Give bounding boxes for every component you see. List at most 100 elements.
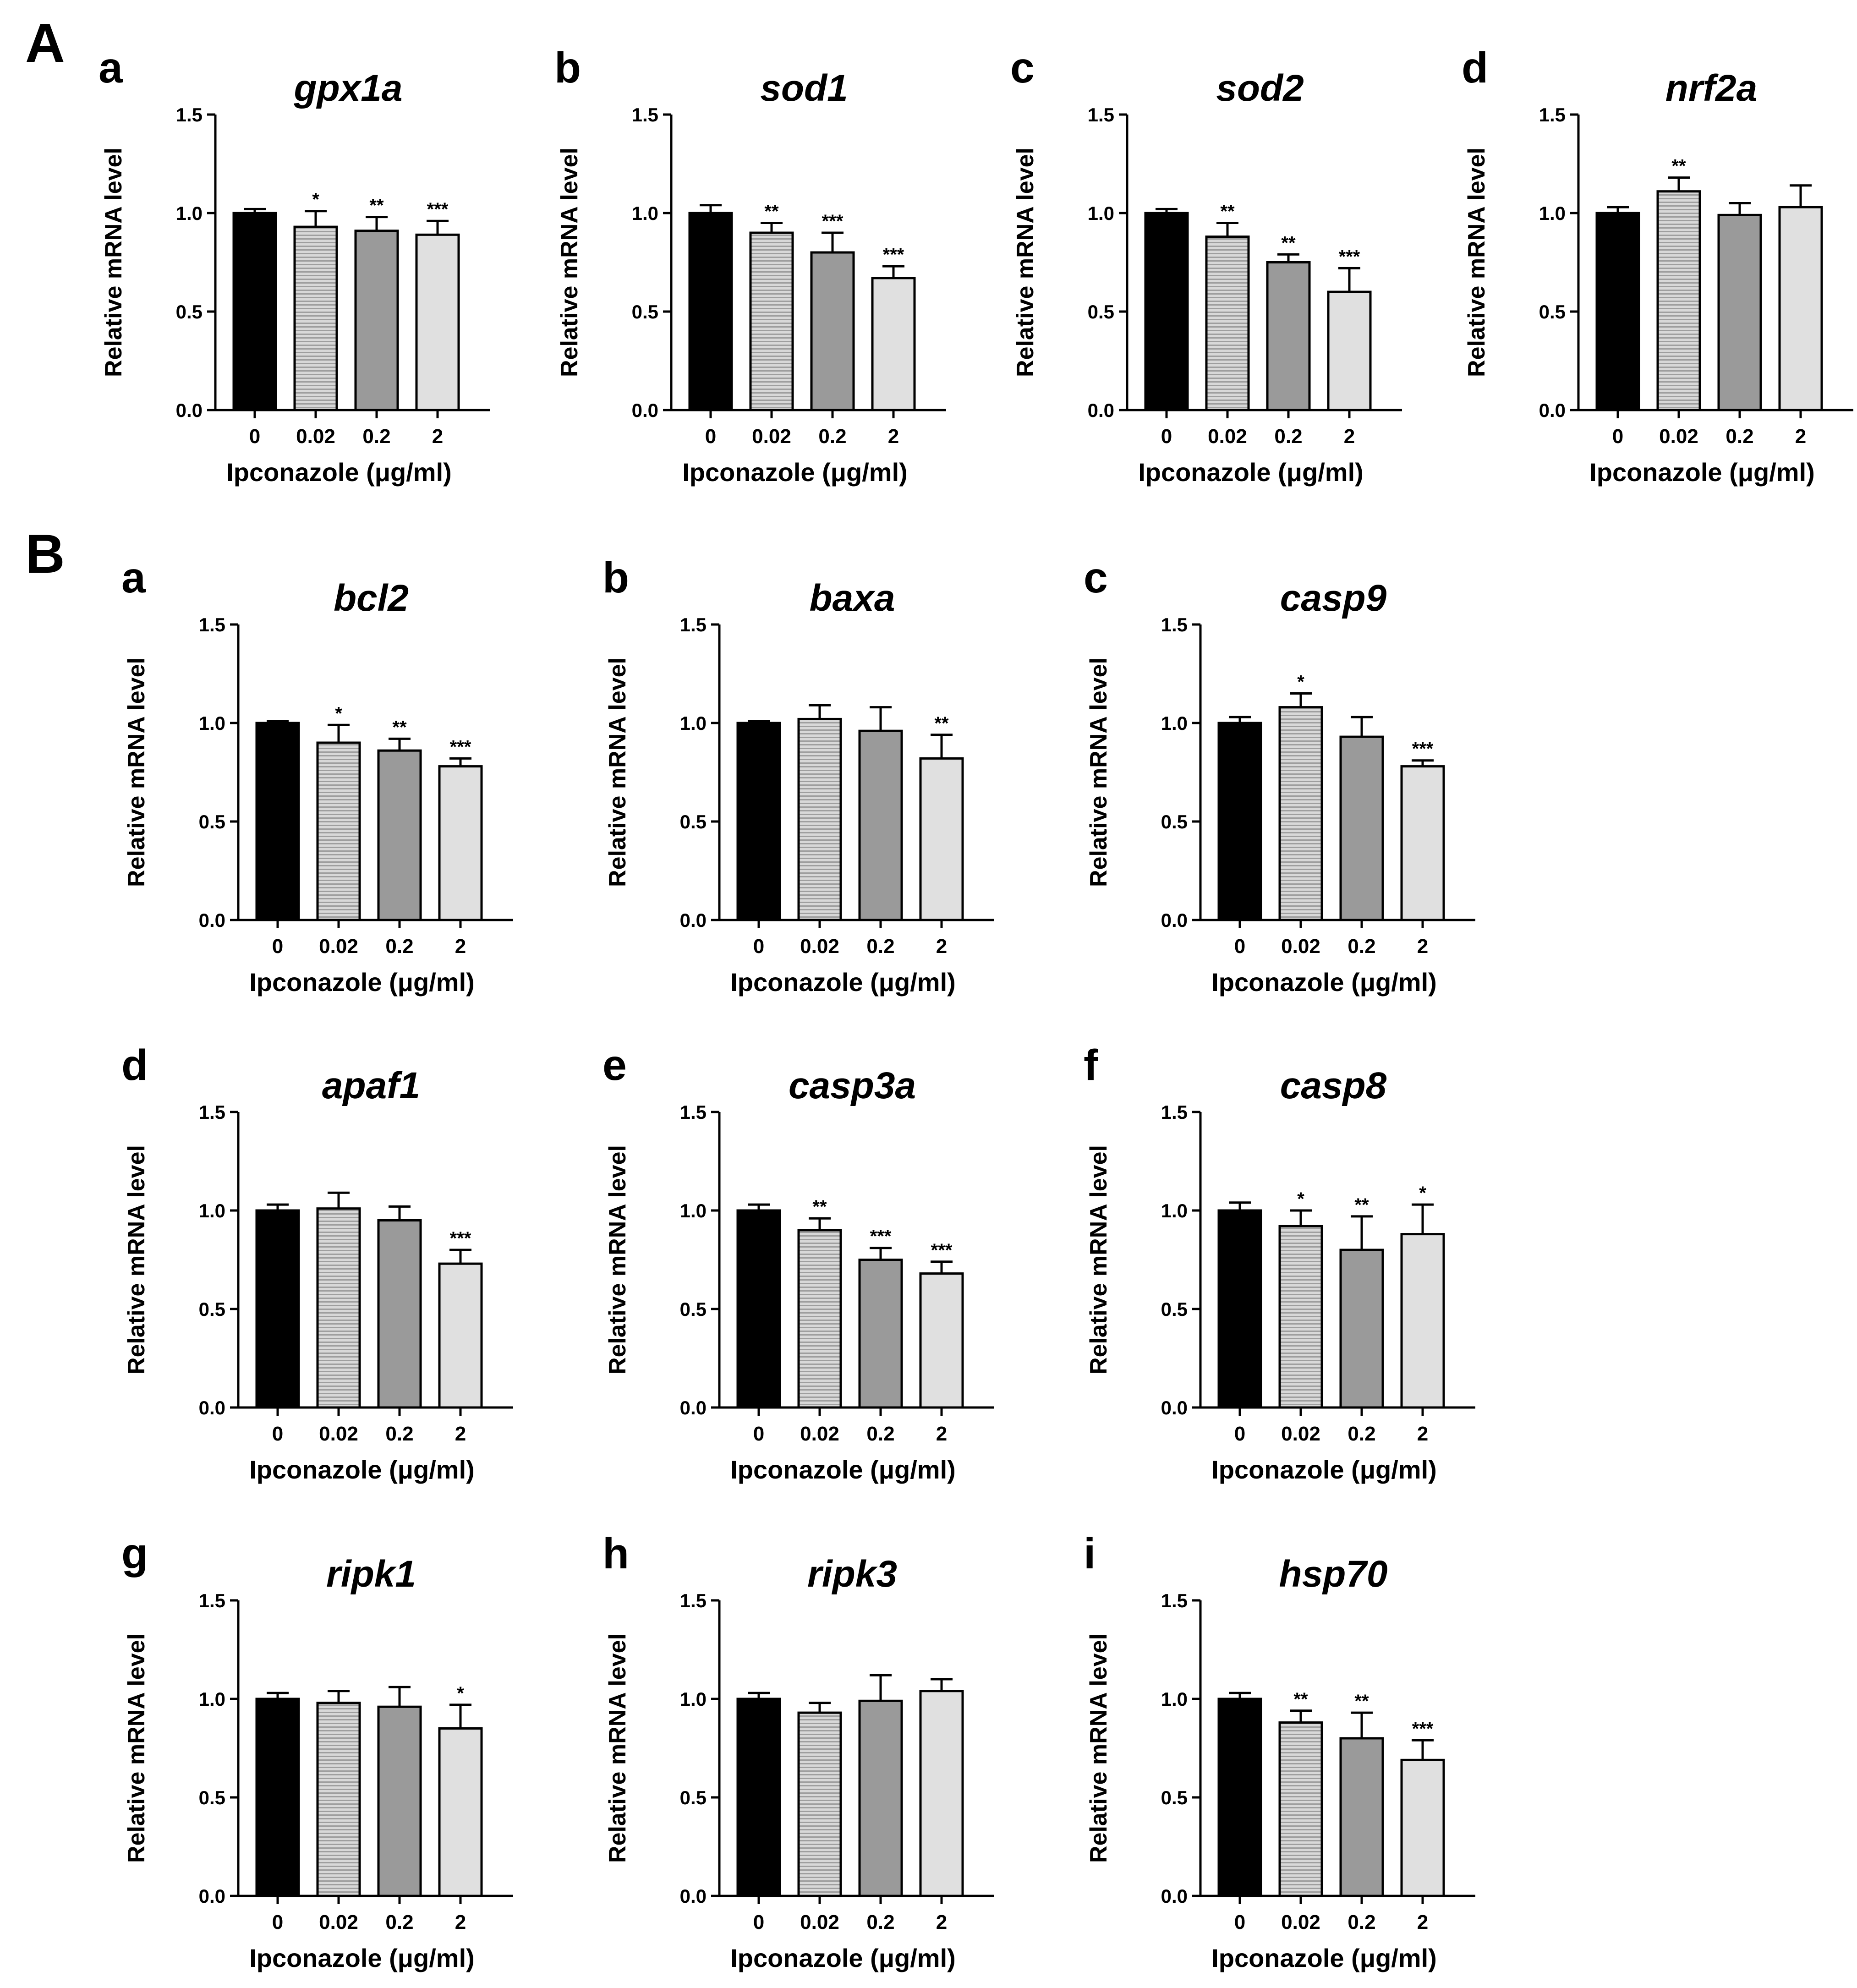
significance-label: *** [931, 1240, 953, 1260]
y-tick-label: 1.0 [1161, 712, 1188, 734]
x-tick-label: 0.2 [866, 935, 894, 958]
significance-label: *** [822, 211, 844, 231]
bar [1400, 1758, 1445, 1897]
bar [255, 1698, 300, 1897]
x-tick-label: 0 [1161, 425, 1172, 448]
x-tick-label: 0.2 [866, 1911, 894, 1933]
bar [415, 233, 460, 411]
y-tick-label: 0.0 [176, 400, 203, 421]
chart-sod1: b sod1 Relative mRNA level 0.0 0.5 1.0 1.5 0 ** 0… [554, 44, 946, 487]
significance-label: *** [870, 1227, 892, 1247]
x-axis-label: Ipconazole (μg/ml) [730, 1455, 956, 1484]
significance-label: ** [934, 713, 949, 734]
y-tick-label: 1.0 [199, 1688, 225, 1710]
x-axis-label: Ipconazole (μg/ml) [730, 968, 956, 997]
bar [1217, 722, 1262, 921]
bar [1327, 290, 1372, 411]
bar [255, 722, 300, 921]
significance-label: ** [1354, 1691, 1369, 1711]
significance-label: *** [450, 1228, 471, 1249]
y-tick-label: 0.0 [680, 1885, 707, 1907]
panel-letter: c [1010, 44, 1035, 92]
y-tick-label: 1.5 [199, 1101, 225, 1123]
y-tick-label: 0.0 [632, 400, 658, 421]
y-axis-label: Relative mRNA level [1012, 148, 1039, 377]
x-axis-label: Ipconazole (μg/ml) [249, 1455, 475, 1484]
significance-label: ** [392, 717, 407, 737]
significance-label: *** [1412, 739, 1434, 759]
bar [797, 1229, 842, 1409]
bar [1217, 1209, 1262, 1409]
bar [1278, 1225, 1323, 1409]
chart-title: casp9 [1280, 577, 1387, 619]
chart-title: sod2 [1216, 67, 1304, 109]
x-tick-label: 0.02 [800, 1423, 839, 1445]
bar [316, 1207, 361, 1409]
x-tick-label: 2 [1417, 1911, 1428, 1933]
bar [919, 1690, 964, 1897]
y-tick-label: 1.0 [199, 712, 225, 734]
chart-title: bcl2 [334, 577, 409, 619]
x-tick-label: 0 [272, 1911, 283, 1933]
x-tick-label: 2 [455, 935, 466, 958]
x-tick-label: 0.2 [1726, 425, 1753, 448]
chart-baxa: b baxa Relative mRNA level 0.0 0.5 1.0 1.5 0 0.0… [603, 553, 994, 997]
y-tick-label: 0.0 [1539, 400, 1566, 421]
section-label-a: A [25, 12, 65, 74]
chart-title: hsp70 [1279, 1553, 1388, 1595]
y-tick-label: 0.5 [1161, 1298, 1188, 1320]
significance-label: ** [1281, 233, 1296, 253]
y-tick-label: 0.0 [1161, 909, 1188, 931]
significance-label: * [1297, 672, 1304, 692]
chart-ripk3: h ripk3 Relative mRNA level 0.0 0.5 1.0 1.5 0 0.… [603, 1529, 994, 1972]
x-tick-label: 0.2 [1348, 935, 1375, 958]
significance-label: ** [1671, 156, 1686, 176]
y-tick-label: 0.5 [199, 1298, 225, 1320]
significance-label: *** [883, 245, 904, 265]
x-axis-label: Ipconazole (μg/ml) [1138, 458, 1364, 487]
x-tick-label: 0.02 [319, 1423, 358, 1445]
chart-apaf1: d apaf1 Relative mRNA level 0.0 0.5 1.0 1.5 0 0.… [121, 1041, 513, 1484]
x-tick-label: 2 [936, 1911, 947, 1933]
x-tick-label: 2 [455, 1423, 466, 1445]
bar [316, 741, 361, 921]
x-tick-label: 0 [272, 935, 283, 958]
x-axis-label: Ipconazole (μg/ml) [1211, 1455, 1437, 1484]
y-tick-label: 0.5 [632, 301, 658, 323]
x-tick-label: 2 [936, 935, 947, 958]
x-tick-label: 0.2 [385, 935, 413, 958]
chart-title: gpx1a [294, 67, 403, 109]
y-tick-label: 1.0 [680, 712, 707, 734]
bar [316, 1702, 361, 1897]
y-axis-label: Relative mRNA level [123, 657, 150, 887]
bar [255, 1209, 300, 1409]
significance-label: ** [369, 196, 384, 216]
x-tick-label: 2 [455, 1911, 466, 1933]
y-tick-label: 0.0 [680, 1397, 707, 1418]
y-tick-label: 1.0 [1161, 1200, 1188, 1221]
charts-container: a gpx1a Relative mRNA level 0.0 0.5 1.0 1.5 0 * 0… [99, 44, 1853, 1972]
y-tick-label: 0.5 [1161, 1787, 1188, 1808]
significance-label: ** [1293, 1689, 1308, 1709]
x-tick-label: 0 [1612, 425, 1623, 448]
y-tick-label: 1.5 [632, 104, 658, 126]
x-tick-label: 0.02 [296, 425, 335, 448]
bar [1205, 235, 1250, 411]
x-tick-label: 0 [1234, 1423, 1245, 1445]
y-axis-label: Relative mRNA level [1085, 1145, 1112, 1375]
bar [858, 729, 903, 921]
x-tick-label: 0 [753, 1423, 764, 1445]
y-axis-label: Relative mRNA level [604, 1145, 631, 1375]
chart-nrf2a: d nrf2a Relative mRNA level 0.0 0.5 1.0 1.5 0 **… [1462, 44, 1853, 487]
bar [1400, 765, 1445, 921]
x-tick-label: 2 [1344, 425, 1355, 448]
bar [1656, 190, 1701, 411]
significance-label: *** [1412, 1719, 1434, 1739]
y-tick-label: 0.0 [1161, 1885, 1188, 1907]
panel-letter: e [603, 1041, 627, 1090]
chart-casp8: f casp8 Relative mRNA level 0.0 0.5 1.0 1.5 0 * 0… [1084, 1041, 1475, 1484]
panel-letter: d [121, 1041, 148, 1090]
bar [810, 251, 855, 411]
bar [1266, 261, 1311, 411]
